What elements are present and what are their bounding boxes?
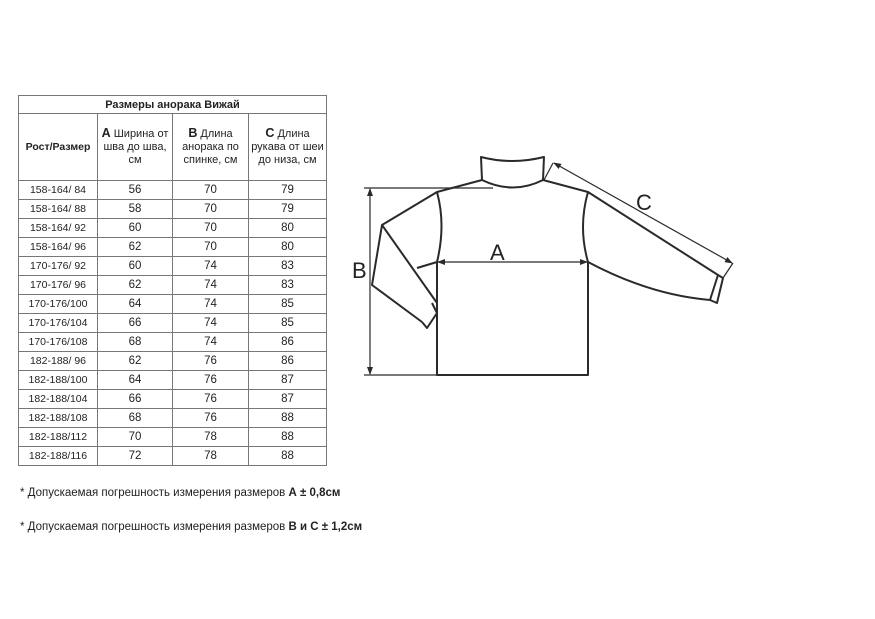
label-a: A xyxy=(490,240,505,265)
label-c: C xyxy=(636,190,652,215)
tolerance-note-a: * Допускаемая погрешность измерения разм… xyxy=(20,487,340,499)
column-letter: А xyxy=(101,126,111,140)
note-value: В и С ± 1,2см xyxy=(288,521,363,533)
column-header-text: Длина рукава от шеи до низа, см xyxy=(251,128,324,166)
table-row: 158-164/ 88 58 70 79 xyxy=(18,199,328,219)
column-header-text: Рост/Размер xyxy=(25,140,91,153)
column-header: С Длина рукава от шеи до низа, см xyxy=(247,113,328,181)
column-header-text: Ширина от шва до шва, см xyxy=(103,128,169,166)
tolerance-note-bc: * Допускаемая погрешность измерения разм… xyxy=(20,521,362,533)
c-arrow xyxy=(553,162,733,264)
c-extension-start xyxy=(543,162,554,181)
table-row: 170-176/100 64 74 85 xyxy=(18,294,328,314)
column-header-text: Длина анорака по спинке, см xyxy=(182,128,239,166)
table-row: 158-164/ 92 60 70 80 xyxy=(18,218,328,238)
c-extension-end xyxy=(722,262,734,279)
column-header: В Длина анорака по спинке, см xyxy=(172,113,249,181)
value-cell: 72 xyxy=(97,446,173,466)
table-row: 182-188/116 72 78 88 xyxy=(18,446,328,466)
table-row: 158-164/ 84 56 70 79 xyxy=(18,180,328,200)
note-text: * Допускаемая погрешность измерения разм… xyxy=(20,521,289,533)
note-value: А ± 0,8см xyxy=(288,487,341,499)
table-row: 170-176/104 66 74 85 xyxy=(18,313,328,333)
column-letter: С xyxy=(265,126,275,140)
value-cell: 64 xyxy=(97,370,173,390)
column-letter: В xyxy=(188,126,198,140)
table-header-row: Рост/Размер А Ширина от шва до шва, см В Д… xyxy=(18,113,328,181)
value-cell: 87 xyxy=(247,370,328,390)
table-row: 170-176/108 68 74 86 xyxy=(18,332,328,352)
size-table: Размеры анорака Вижай Рост/Размер А Ширин… xyxy=(17,95,328,466)
value-cell: 70 xyxy=(172,218,249,238)
size-cell: 182-188/116 xyxy=(18,446,98,466)
size-cell: 158-164/ 96 xyxy=(18,237,98,257)
value-cell: 85 xyxy=(247,313,328,333)
value-cell: 86 xyxy=(247,351,328,371)
size-cell: 182-188/112 xyxy=(18,427,98,447)
value-cell: 68 xyxy=(97,332,173,352)
size-cell: 158-164/ 84 xyxy=(18,180,98,200)
table-row: 182-188/100 64 76 87 xyxy=(18,370,328,390)
table-row: 158-164/ 96 62 70 80 xyxy=(18,237,328,257)
value-cell: 88 xyxy=(247,446,328,466)
note-text: * Допускаемая погрешность измерения разм… xyxy=(20,487,289,499)
table-row: 182-188/108 68 76 88 xyxy=(18,408,328,428)
jacket-outline xyxy=(371,156,724,376)
label-b: B xyxy=(352,258,367,283)
table-row: 182-188/112 70 78 88 xyxy=(18,427,328,447)
value-cell: 64 xyxy=(97,294,173,314)
measurement-lines xyxy=(364,162,734,376)
